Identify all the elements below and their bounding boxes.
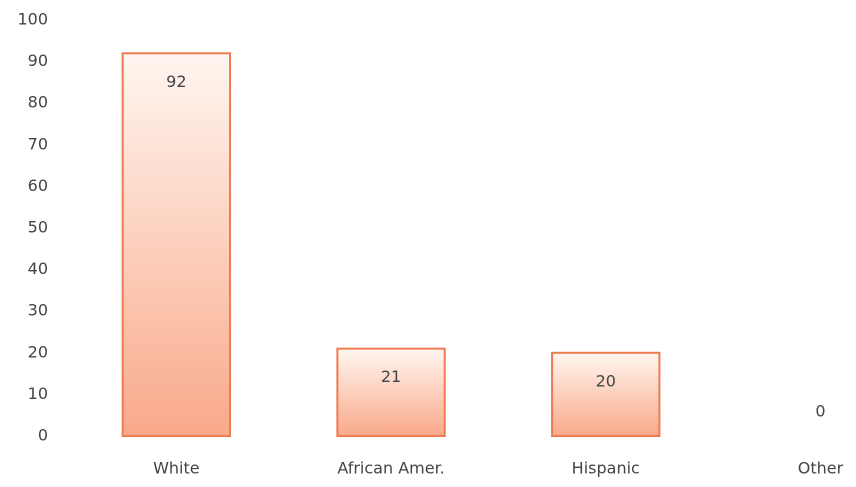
- y-tick-label: 90: [28, 51, 48, 70]
- data-label: 20: [596, 371, 616, 390]
- y-tick-label: 10: [28, 384, 48, 403]
- y-tick-label: 30: [28, 301, 48, 320]
- y-tick-label: 20: [28, 342, 48, 361]
- y-tick-label: 60: [28, 176, 48, 195]
- x-tick-label: Other: [798, 459, 844, 478]
- bar: [551, 351, 661, 437]
- y-tick-label: 80: [28, 93, 48, 112]
- x-tick-label: African Amer.: [337, 459, 444, 478]
- bar: [336, 347, 446, 438]
- y-tick-label: 50: [28, 218, 48, 237]
- y-tick-label: 0: [38, 426, 48, 445]
- data-label: 21: [381, 367, 401, 386]
- x-tick-label: Hispanic: [572, 459, 640, 478]
- y-tick-label: 40: [28, 259, 48, 278]
- y-tick-label: 70: [28, 134, 48, 153]
- x-tick-label: White: [153, 459, 200, 478]
- data-label: 92: [166, 72, 186, 91]
- bar: [121, 52, 232, 437]
- data-label: 0: [815, 402, 825, 421]
- y-tick-label: 100: [17, 10, 48, 29]
